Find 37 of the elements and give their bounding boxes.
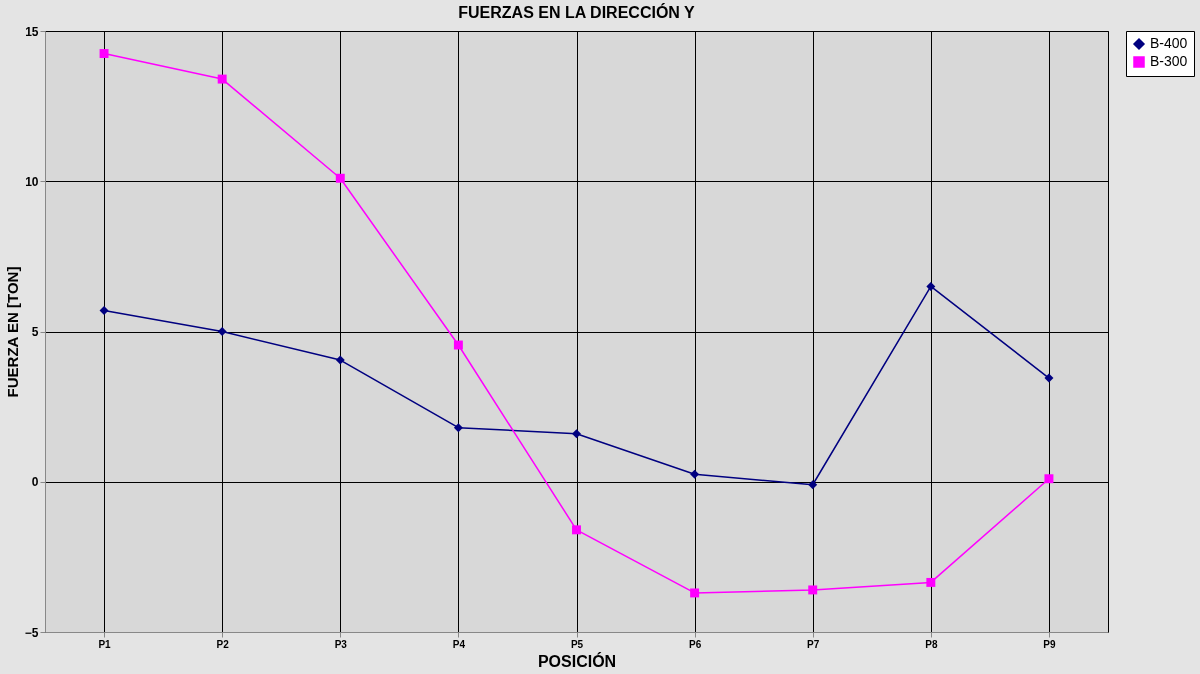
x-tick-label: P6 <box>688 638 702 650</box>
point <box>1044 373 1054 383</box>
x-tick-label: P5 <box>570 638 584 650</box>
point <box>217 74 227 84</box>
point <box>99 305 109 315</box>
point <box>217 327 227 336</box>
point <box>808 480 818 490</box>
point <box>690 588 700 598</box>
legend-label: B-300 <box>1150 53 1188 69</box>
x-tick-label: P7 <box>807 638 820 650</box>
point <box>453 340 463 350</box>
y-tick-label: 10 <box>25 174 39 189</box>
y-axis-title: FUERZA EN [TON] <box>3 266 21 398</box>
legend-label: B-400 <box>1150 35 1188 51</box>
x-tick-label: P2 <box>216 638 230 650</box>
y-tick-label: 15 <box>25 24 39 39</box>
y-tick-label: 0 <box>31 475 39 490</box>
point <box>926 577 936 587</box>
point <box>335 173 345 183</box>
x-axis-title: POSICIÓN <box>537 651 617 670</box>
point <box>690 469 700 479</box>
point <box>808 585 818 595</box>
y-tick-label: 5 <box>31 325 39 339</box>
point <box>926 281 936 291</box>
point <box>572 525 581 535</box>
point <box>1044 474 1054 484</box>
x-tick-label: P4 <box>452 638 466 650</box>
point <box>99 49 109 59</box>
point <box>453 423 463 433</box>
chart-title: FUERZAS EN LA DIRECCIÓN Y <box>458 3 696 21</box>
x-tick-label: P3 <box>334 638 348 650</box>
point <box>335 355 345 365</box>
x-tick-label: P1 <box>98 638 112 650</box>
y-tick-label: −5 <box>24 625 39 640</box>
point <box>572 429 581 439</box>
x-tick-label: P8 <box>925 638 938 650</box>
x-tick-label: P9 <box>1043 638 1056 650</box>
